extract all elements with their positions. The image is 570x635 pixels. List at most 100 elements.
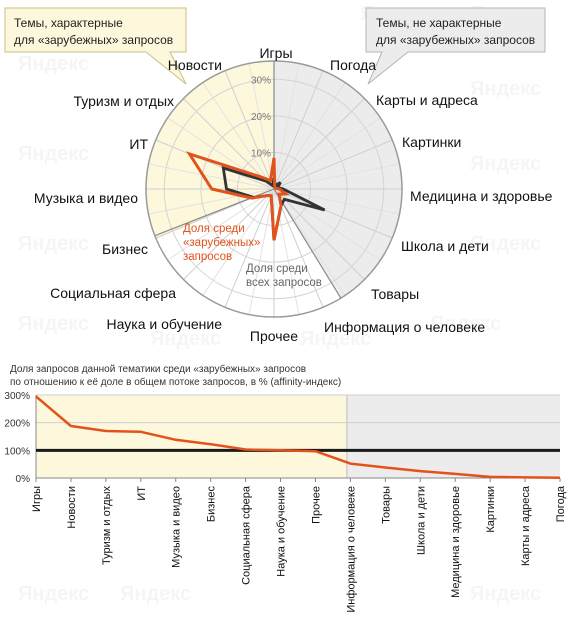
radar-spoke <box>273 188 324 308</box>
radar-spoke <box>273 188 365 280</box>
radar-spoke <box>155 139 275 190</box>
radar-spoke <box>273 70 324 190</box>
radar-category-label: Картинки <box>402 134 461 150</box>
radar-spoke <box>183 98 275 190</box>
affinity-x-tick-label: Школа и дети <box>415 486 427 555</box>
radar-spoke-minor <box>148 163 275 190</box>
watermark-text: Яндекс <box>18 583 89 605</box>
radar-spoke-minor <box>202 188 275 296</box>
radar-category-label: Туризм и отдых <box>73 93 174 109</box>
radar-series-label-foreign: запросов <box>183 251 232 263</box>
affinity-title-line1: Доля запросов данной тематики среди «зар… <box>10 363 306 375</box>
affinity-line-chart: Доля запросов данной тематики среди «зар… <box>4 363 567 613</box>
radar-spoke-minor <box>273 163 400 190</box>
affinity-x-tick-label: Картинки <box>485 486 497 533</box>
affinity-x-tick-label: Информация о человеке <box>345 486 357 613</box>
watermark-text: Яндекс <box>120 583 191 605</box>
radar-series-label-foreign: Доля среди <box>183 223 245 235</box>
affinity-y-tick-label: 300% <box>4 391 30 402</box>
affinity-x-tick-label: Социальная сфера <box>241 485 253 585</box>
callout-non-characteristic-topics: Темы, не характерные для «зарубежных» за… <box>365 7 546 85</box>
radar-category-labels: Игры Погода Карты и адреса Картинки Медицина… <box>34 45 553 344</box>
radar-spoke <box>224 188 275 308</box>
radar-boundary <box>273 188 342 299</box>
radar-spoke-minor <box>273 188 346 296</box>
radar-spoke-minor <box>248 63 275 190</box>
radar-category-label: Информация о человеке <box>324 319 485 335</box>
radar-spoke-minor <box>202 82 275 190</box>
affinity-x-tick-label: Музыка и видео <box>171 486 183 568</box>
radar-category-label: Игры <box>259 45 292 61</box>
watermark-text: Яндекс <box>470 78 541 100</box>
radar-category-label: Медицина и здоровье <box>410 188 553 204</box>
radar-spoke-minor <box>273 82 346 190</box>
affinity-y-tick-label: 200% <box>4 419 30 430</box>
affinity-x-tick-labels: Игры Новости Туризм и отдых ИТ Музыка и виде… <box>31 478 567 613</box>
affinity-x-tick-label: Товары <box>380 486 392 524</box>
watermark-text: Яндекс <box>18 233 89 255</box>
radar-chart: 10% 20% 30% Игры Погода Карты и адреса Картин… <box>34 45 553 344</box>
radar-spoke-minor <box>273 188 400 215</box>
affinity-x-tick-label: Новости <box>66 486 78 529</box>
radar-spoke <box>273 139 393 190</box>
affinity-x-tick-label: Бизнес <box>206 486 218 523</box>
radar-spoke <box>273 98 365 190</box>
affinity-series <box>35 395 561 479</box>
affinity-x-tick-label: Медицина и здоровье <box>450 486 462 598</box>
watermark-text: Яндекс <box>470 153 541 175</box>
watermark-text: Яндекс <box>470 583 541 605</box>
radar-series <box>186 151 326 241</box>
radar-scale-labels: 10% 20% 30% <box>251 75 271 159</box>
watermark-text: Яндекс <box>18 143 89 165</box>
affinity-title-line2: по отношению к её доле в общем потоке за… <box>10 376 341 388</box>
radar-spoke <box>224 70 275 190</box>
radar-category-label: Новости <box>168 57 222 73</box>
affinity-x-tick-label: Наука и обучение <box>276 486 288 577</box>
radar-non-characteristic-sector <box>274 61 402 299</box>
watermark-text: Яндекс <box>18 53 89 75</box>
radar-grid <box>145 60 403 318</box>
callout-right-line2: для «зарубежных» запросов <box>376 33 535 47</box>
radar-spoke-minor <box>148 188 275 215</box>
radar-category-label: Музыка и видео <box>34 190 138 206</box>
callout-right-line1: Темы, не характерные <box>376 16 502 30</box>
radar-spoke-minor <box>273 63 300 190</box>
radar-series-label-all: всех запросов <box>246 277 322 289</box>
radar-spoke-minor <box>273 188 300 315</box>
radar-category-label: ИТ <box>129 136 148 152</box>
radar-spoke <box>273 188 393 239</box>
affinity-x-tick-label: Игры <box>31 486 43 512</box>
callout-left-line2: для «зарубежных» запросов <box>14 33 173 47</box>
radar-spoke <box>183 188 275 280</box>
affinity-y-tick-label: 100% <box>4 446 30 457</box>
radar-category-label: Погода <box>330 57 376 73</box>
radar-category-label: Социальная сфера <box>50 285 176 301</box>
radar-spoke-minor <box>273 117 381 190</box>
radar-scale-label: 10% <box>251 148 271 159</box>
callout-characteristic-topics: Темы, характерные для «зарубежных» запро… <box>4 7 187 85</box>
radar-category-label: Товары <box>371 286 419 302</box>
radar-spoke-minor <box>167 188 275 261</box>
radar-category-label: Карты и адреса <box>376 92 478 108</box>
watermark-text: Яндекс <box>18 313 89 335</box>
affinity-non-characteristic-zone <box>346 395 560 478</box>
affinity-x-tick-label: Погода <box>555 485 567 522</box>
affinity-x-tick-label: ИТ <box>136 486 148 501</box>
radar-category-label: Школа и дети <box>401 238 489 254</box>
radar-category-label: Наука и обучение <box>107 316 223 332</box>
radar-category-label: Бизнес <box>102 241 148 257</box>
radar-series-label-foreign: «зарубежных» <box>183 237 260 249</box>
radar-category-label: Прочее <box>250 328 298 344</box>
affinity-background <box>36 395 560 478</box>
affinity-x-tick-label: Прочее <box>310 486 322 524</box>
affinity-series-line <box>35 395 561 479</box>
callout-left-line1: Темы, характерные <box>14 16 123 30</box>
affinity-characteristic-zone <box>36 395 347 478</box>
affinity-x-tick-label: Карты и адреса <box>520 485 532 566</box>
radar-series-label-all: Доля среди <box>246 263 308 275</box>
radar-series-labels: Доля среди «зарубежных» запросов Доля среди… <box>183 223 322 289</box>
radar-scale-label: 30% <box>251 75 271 86</box>
affinity-y-tick-label: 0% <box>16 474 31 485</box>
radar-scale-label: 20% <box>251 112 271 123</box>
